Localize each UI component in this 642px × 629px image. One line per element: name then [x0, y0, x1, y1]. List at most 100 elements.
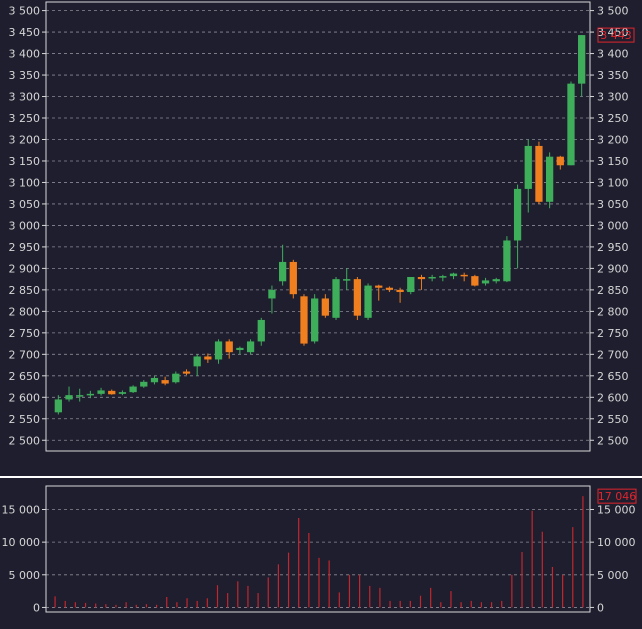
- candle: [182, 369, 191, 375]
- price-tick-label: 3 150: [597, 155, 629, 168]
- candle-body: [567, 83, 575, 166]
- candle: [567, 81, 575, 166]
- candle: [214, 339, 223, 364]
- candle: [343, 268, 351, 290]
- last-volume-badge: 17 046: [597, 488, 637, 504]
- price-tick-label: 2 850: [9, 284, 41, 297]
- volume-tick-label: 15 000: [597, 504, 636, 517]
- volume-tick-label: 10 000: [597, 536, 636, 549]
- price-tick-label: 2 500: [597, 434, 629, 447]
- price-tick-label: 3 450: [9, 26, 41, 39]
- price-tick-label: 2 800: [597, 305, 629, 318]
- candle-body: [321, 298, 329, 316]
- candle-body: [364, 285, 372, 318]
- candle: [108, 389, 116, 395]
- candle-body: [481, 280, 490, 284]
- candle: [428, 274, 436, 282]
- candle-body: [513, 188, 522, 241]
- candle-body: [556, 156, 564, 166]
- candle-body: [257, 319, 265, 342]
- price-tick-label: 2 500: [9, 434, 41, 447]
- volume-tick-label: 0: [33, 601, 40, 614]
- last-price-badge: 3 443: [597, 27, 635, 43]
- price-tick-label: 2 650: [9, 370, 41, 383]
- candle-body: [278, 261, 287, 282]
- candle-body: [439, 276, 447, 278]
- candle: [257, 317, 265, 346]
- candle: [332, 276, 340, 320]
- candle: [118, 390, 127, 396]
- price-tick-label: 2 650: [597, 370, 629, 383]
- candle: [161, 376, 169, 386]
- candle: [246, 339, 255, 355]
- price-tick-label: 3 500: [9, 5, 41, 18]
- candle: [140, 380, 148, 388]
- volume-tick-label: 0: [597, 601, 604, 614]
- candle-body: [524, 145, 532, 189]
- price-tick-label: 3 400: [9, 48, 41, 61]
- candlestick-series: [54, 35, 586, 415]
- price-tick-label: 3 300: [597, 91, 629, 104]
- candle-body: [353, 279, 362, 316]
- volume-tick-label: 5 000: [597, 569, 629, 582]
- candle: [193, 354, 201, 376]
- price-gridlines: [46, 10, 590, 441]
- candle: [321, 294, 329, 318]
- price-tick-label: 3 350: [9, 69, 41, 82]
- candle: [129, 385, 137, 393]
- candle-body: [246, 341, 255, 353]
- candle: [76, 388, 84, 402]
- price-tick-label: 3 050: [9, 198, 41, 211]
- volume-axis-right: 0 5 000 10 000 15 000: [590, 504, 636, 614]
- price-tick-label: 3 000: [597, 219, 629, 232]
- last-volume-badge-box: [597, 488, 637, 504]
- candle-body: [492, 279, 500, 282]
- candle: [545, 152, 554, 209]
- candle-body: [385, 287, 394, 290]
- candle: [97, 387, 105, 396]
- price-tick-label: 3 000: [9, 219, 41, 232]
- candle: [172, 371, 180, 384]
- candle: [460, 272, 468, 282]
- candle-body: [108, 390, 116, 395]
- candle-body: [172, 373, 180, 383]
- price-tick-label: 2 750: [597, 327, 629, 340]
- candle-body: [214, 341, 223, 360]
- candle-body: [300, 296, 308, 344]
- price-tick-label: 2 700: [9, 348, 41, 361]
- price-tick-label: 2 850: [597, 284, 629, 297]
- volume-series: [54, 496, 584, 608]
- candle: [86, 390, 95, 399]
- candle-body: [578, 35, 586, 84]
- candle: [278, 244, 287, 286]
- candle-body: [332, 279, 340, 318]
- last-volume-label: 17 046: [598, 490, 637, 503]
- candle-body: [545, 156, 554, 202]
- price-tick-label: 2 900: [9, 262, 41, 275]
- price-tick-label: 2 950: [597, 241, 629, 254]
- candle-body: [97, 390, 105, 394]
- price-tick-label: 2 600: [9, 391, 41, 404]
- candle: [65, 386, 73, 402]
- candle-body: [375, 285, 383, 288]
- candle-body: [140, 381, 148, 387]
- candle-body: [289, 261, 297, 295]
- candle-body: [417, 276, 426, 280]
- volume-gridlines: [46, 509, 590, 608]
- candle-body: [204, 356, 212, 360]
- price-tick-label: 3 500: [597, 5, 629, 18]
- price-tick-label: 3 150: [9, 155, 41, 168]
- candle-body: [161, 380, 169, 384]
- price-tick-label: 3 250: [597, 112, 629, 125]
- price-axis-left: 2 500 2 550 2 600 2 650 2 700 2 750 2 800 2 850…: [9, 5, 46, 447]
- price-tick-label: 2 950: [9, 241, 41, 254]
- candle: [481, 277, 490, 286]
- candle-body: [129, 386, 137, 393]
- volume-plot-frame: [45, 485, 591, 613]
- price-tick-label: 3 400: [597, 48, 629, 61]
- price-tick-label: 2 750: [9, 327, 41, 340]
- candle: [449, 272, 458, 280]
- candle: [375, 284, 383, 301]
- candle-body: [54, 399, 62, 413]
